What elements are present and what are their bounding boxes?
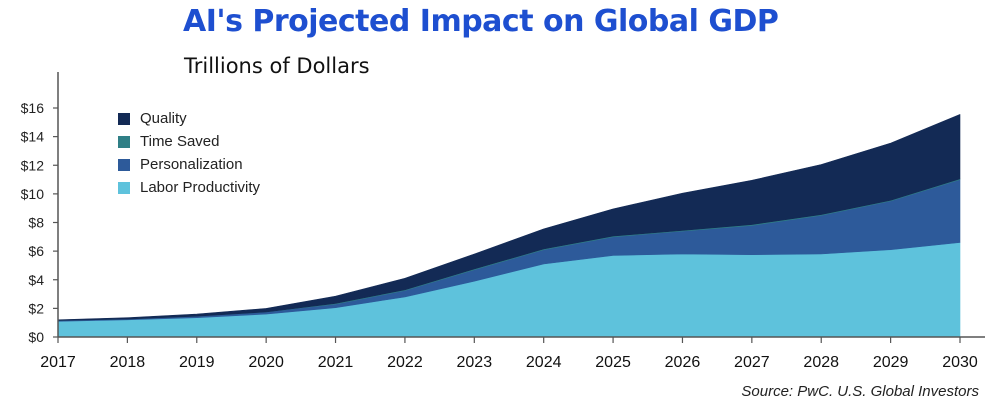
y-tick-label: $6 (28, 243, 44, 259)
x-tick-label: 2022 (387, 354, 423, 371)
legend-item-personalization: Personalization (118, 153, 260, 176)
y-tick-label: $8 (28, 215, 44, 231)
legend-item-quality: Quality (118, 107, 260, 130)
x-tick-label: 2030 (942, 354, 978, 371)
legend-item-time-saved: Time Saved (118, 130, 260, 153)
chart-legend: Quality Time Saved Personalization Labor Pr… (118, 107, 260, 199)
legend-label: Labor Productivity (140, 179, 261, 196)
x-tick-label: 2027 (734, 354, 770, 371)
x-tick-label: 2023 (457, 354, 493, 371)
legend-item-labor-productivity: Labor Productivity (118, 176, 260, 199)
y-tick-label: $12 (21, 157, 45, 173)
x-tick-label: 2018 (110, 354, 146, 371)
x-tick-label: 2024 (526, 354, 562, 371)
area-series-quality (57, 114, 961, 321)
chart-subtitle: Trillions of Dollars (184, 54, 370, 78)
y-tick-label: $4 (28, 272, 44, 288)
y-tick-label: $16 (21, 100, 45, 116)
x-tick-label: 2020 (248, 354, 284, 371)
x-tick-label: 2019 (179, 354, 215, 371)
legend-swatch (118, 181, 130, 194)
legend-label: Time Saved (140, 133, 220, 150)
y-tick-label: $14 (21, 129, 45, 145)
x-tick-label: 2025 (595, 354, 631, 371)
source-note: Source: PwC. U.S. Global Investors (741, 383, 979, 400)
x-tick-label: 2028 (803, 354, 839, 371)
x-tick-label: 2017 (40, 354, 76, 371)
legend-swatch (118, 135, 130, 148)
chart-title: AI's Projected Impact on Global GDP (183, 4, 779, 39)
x-tick-label: 2029 (873, 354, 909, 371)
y-tick-label: $10 (21, 186, 45, 202)
legend-swatch (118, 112, 130, 125)
x-tick-label: 2026 (665, 354, 701, 371)
legend-label: Personalization (140, 156, 243, 173)
legend-label: Quality (140, 110, 187, 127)
y-tick-label: $0 (28, 329, 44, 345)
legend-swatch (118, 158, 130, 171)
y-tick-label: $2 (28, 300, 44, 316)
x-tick-label: 2021 (318, 354, 354, 371)
